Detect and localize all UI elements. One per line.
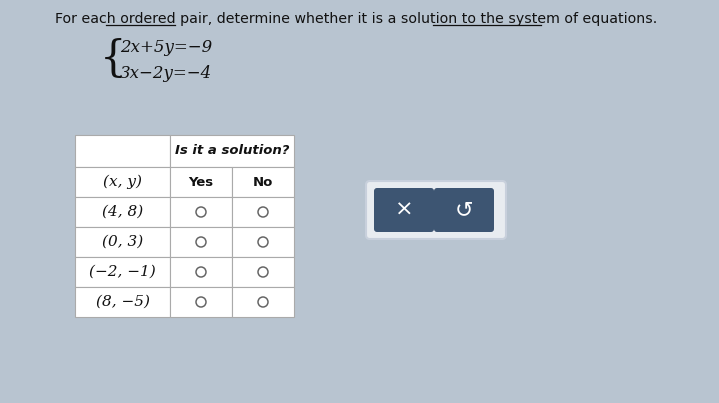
Bar <box>170 135 294 167</box>
Bar <box>75 257 170 287</box>
Bar <box>232 197 294 227</box>
FancyBboxPatch shape <box>366 181 506 239</box>
Bar <box>232 227 294 257</box>
Bar <box>232 167 294 197</box>
Bar <box>170 197 232 227</box>
Bar <box>75 167 170 197</box>
Bar <box>232 257 294 287</box>
Text: No: No <box>253 175 273 189</box>
Text: (−2, −1): (−2, −1) <box>89 265 156 279</box>
Text: (0, 3): (0, 3) <box>102 235 143 249</box>
Text: (8, −5): (8, −5) <box>96 295 150 309</box>
Bar <box>75 287 170 317</box>
Bar <box>75 135 170 167</box>
Text: ↺: ↺ <box>454 200 473 220</box>
Bar <box>75 197 170 227</box>
Bar <box>75 227 170 257</box>
Text: (x, y): (x, y) <box>103 175 142 189</box>
Text: For each ordered pair, determine whether it is a solution to the system of equat: For each ordered pair, determine whether… <box>55 12 657 26</box>
FancyBboxPatch shape <box>374 188 434 232</box>
Bar <box>170 227 232 257</box>
Bar <box>170 257 232 287</box>
Text: {: { <box>100 37 127 79</box>
Text: Is it a solution?: Is it a solution? <box>175 145 289 158</box>
FancyBboxPatch shape <box>434 188 494 232</box>
Text: 3x−2y=−4: 3x−2y=−4 <box>120 64 212 81</box>
Text: (4, 8): (4, 8) <box>102 205 143 219</box>
Text: ×: × <box>395 200 413 220</box>
Bar <box>170 167 232 197</box>
Text: 2x+5y=−9: 2x+5y=−9 <box>120 39 212 56</box>
Text: Yes: Yes <box>188 175 214 189</box>
Bar <box>232 287 294 317</box>
Bar <box>170 287 232 317</box>
